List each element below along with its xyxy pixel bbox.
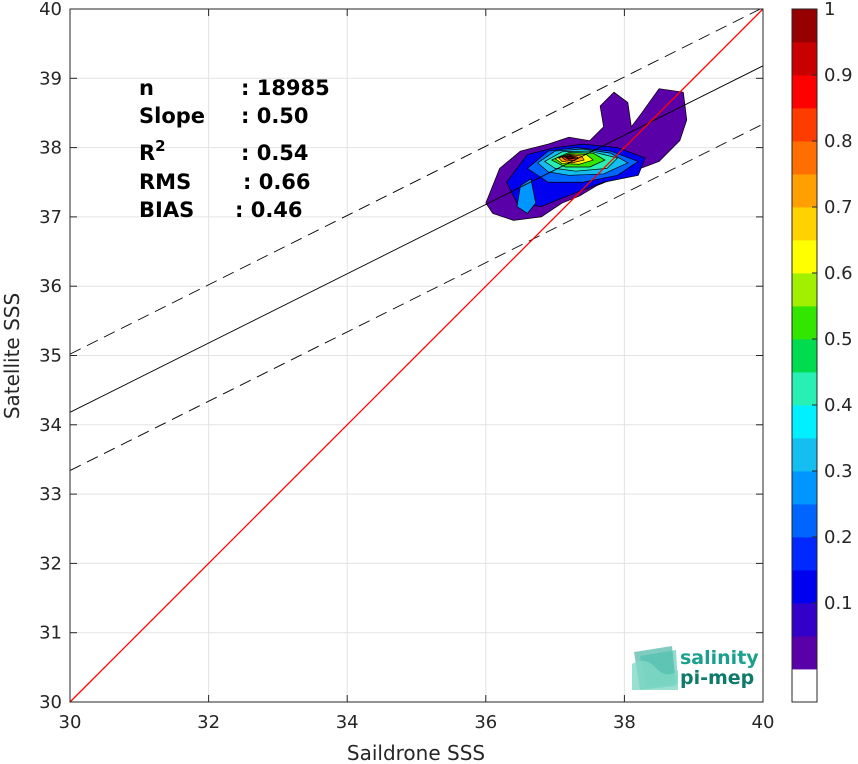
stat-label-bias: BIAS xyxy=(139,198,194,222)
logo-wave-icon xyxy=(632,646,678,690)
stat-value-r: : 0.54 xyxy=(241,141,309,165)
colorbar-swatch xyxy=(792,504,817,538)
regression-line xyxy=(69,65,764,413)
stat-label-rms: RMS xyxy=(139,170,191,194)
salinity-pi-mep-logo: salinity pi-mep xyxy=(632,646,759,690)
y-axis-title: Satellite SSS xyxy=(0,293,24,419)
colorbar-swatch xyxy=(792,438,817,472)
colorbar: 0.1 0.2 0.3 0.4 0.5 0.6 0.7 0.8 0.9 1 xyxy=(791,0,853,703)
colorbar-swatch xyxy=(792,141,817,175)
stat-value-slope: : 0.50 xyxy=(241,104,309,128)
colorbar-swatch xyxy=(792,669,817,703)
colorbar-swatch xyxy=(792,306,817,340)
colorbar-tick-label: 1 xyxy=(824,0,835,20)
x-axis-title: Saildrone SSS xyxy=(347,741,485,764)
x-tick-label: 36 xyxy=(474,712,497,733)
y-tick-label: 35 xyxy=(39,346,62,367)
x-tick-label: 40 xyxy=(752,712,775,733)
y-tick-label: 34 xyxy=(39,415,62,436)
colorbar-swatch xyxy=(792,240,817,274)
colorbar-tick-label: 0.2 xyxy=(824,527,853,548)
stat-value-bias: : 0.46 xyxy=(235,198,303,222)
colorbar-swatch xyxy=(792,42,817,76)
colorbar-tick-label: 0.7 xyxy=(824,197,853,218)
colorbar-tick-label: 0.9 xyxy=(824,65,853,86)
y-tick-label: 36 xyxy=(39,276,62,297)
colorbar-tick-label: 0.5 xyxy=(824,329,853,350)
colorbar-swatch xyxy=(792,9,817,43)
colorbar-swatch xyxy=(792,603,817,637)
colorbar-swatch xyxy=(792,108,817,142)
reference-lines xyxy=(69,8,764,703)
y-tick-label: 38 xyxy=(39,138,62,159)
y-tick-label: 31 xyxy=(39,623,62,644)
stat-label-slope: Slope xyxy=(139,104,205,128)
colorbar-swatch xyxy=(792,207,817,241)
stat-label-r: R2 xyxy=(139,137,166,165)
y-tick-label: 33 xyxy=(39,484,62,505)
y-axis-ticks: 30 31 32 33 34 35 36 37 38 39 40 xyxy=(39,0,763,713)
x-tick-label: 32 xyxy=(197,712,220,733)
lower-band-line xyxy=(69,123,764,471)
x-tick-label: 30 xyxy=(59,712,82,733)
y-tick-label: 39 xyxy=(39,68,62,89)
colorbar-tick-label: 0.1 xyxy=(824,593,853,614)
density-contour-level-11 xyxy=(566,156,574,160)
y-tick-label: 32 xyxy=(39,553,62,574)
colorbar-swatch xyxy=(792,537,817,571)
colorbar-swatch xyxy=(792,174,817,208)
colorbar-swatch xyxy=(792,405,817,439)
colorbar-tick-label: 0.8 xyxy=(824,131,853,152)
colorbar-swatch xyxy=(792,372,817,406)
colorbar-swatch xyxy=(792,570,817,604)
upper-band-line xyxy=(69,8,761,355)
colorbar-tick-label: 0.4 xyxy=(824,395,853,416)
y-tick-label: 40 xyxy=(39,0,62,20)
x-tick-label: 38 xyxy=(613,712,636,733)
identity-line xyxy=(69,8,764,703)
stat-value-n: : 18985 xyxy=(241,76,330,100)
y-tick-label: 30 xyxy=(39,692,62,713)
colorbar-swatch xyxy=(792,75,817,109)
density-contour-secondary xyxy=(516,178,537,214)
colorbar-swatch xyxy=(792,339,817,373)
logo-line1: salinity xyxy=(680,647,759,669)
colorbar-tick-label: 0.3 xyxy=(824,461,853,482)
density-contours xyxy=(485,88,688,221)
colorbar-swatch xyxy=(792,471,817,505)
statistics-annotation: n : 18985 Slope : 0.50 R2 : 0.54 RMS : 0.66 BIAS… xyxy=(139,76,330,222)
colorbar-tick-label: 0.6 xyxy=(824,263,853,284)
x-tick-label: 34 xyxy=(336,712,359,733)
stat-label-n: n xyxy=(139,76,154,100)
colorbar-swatch xyxy=(792,273,817,307)
stat-superscript: 2 xyxy=(155,137,165,155)
colorbar-swatch xyxy=(792,636,817,670)
stat-value-rms: : 0.66 xyxy=(243,170,311,194)
x-axis-ticks: 30 32 34 36 38 40 xyxy=(59,9,775,733)
y-tick-label: 37 xyxy=(39,207,62,228)
colorbar-frame xyxy=(791,8,818,703)
logo-line2: pi-mep xyxy=(680,667,754,689)
